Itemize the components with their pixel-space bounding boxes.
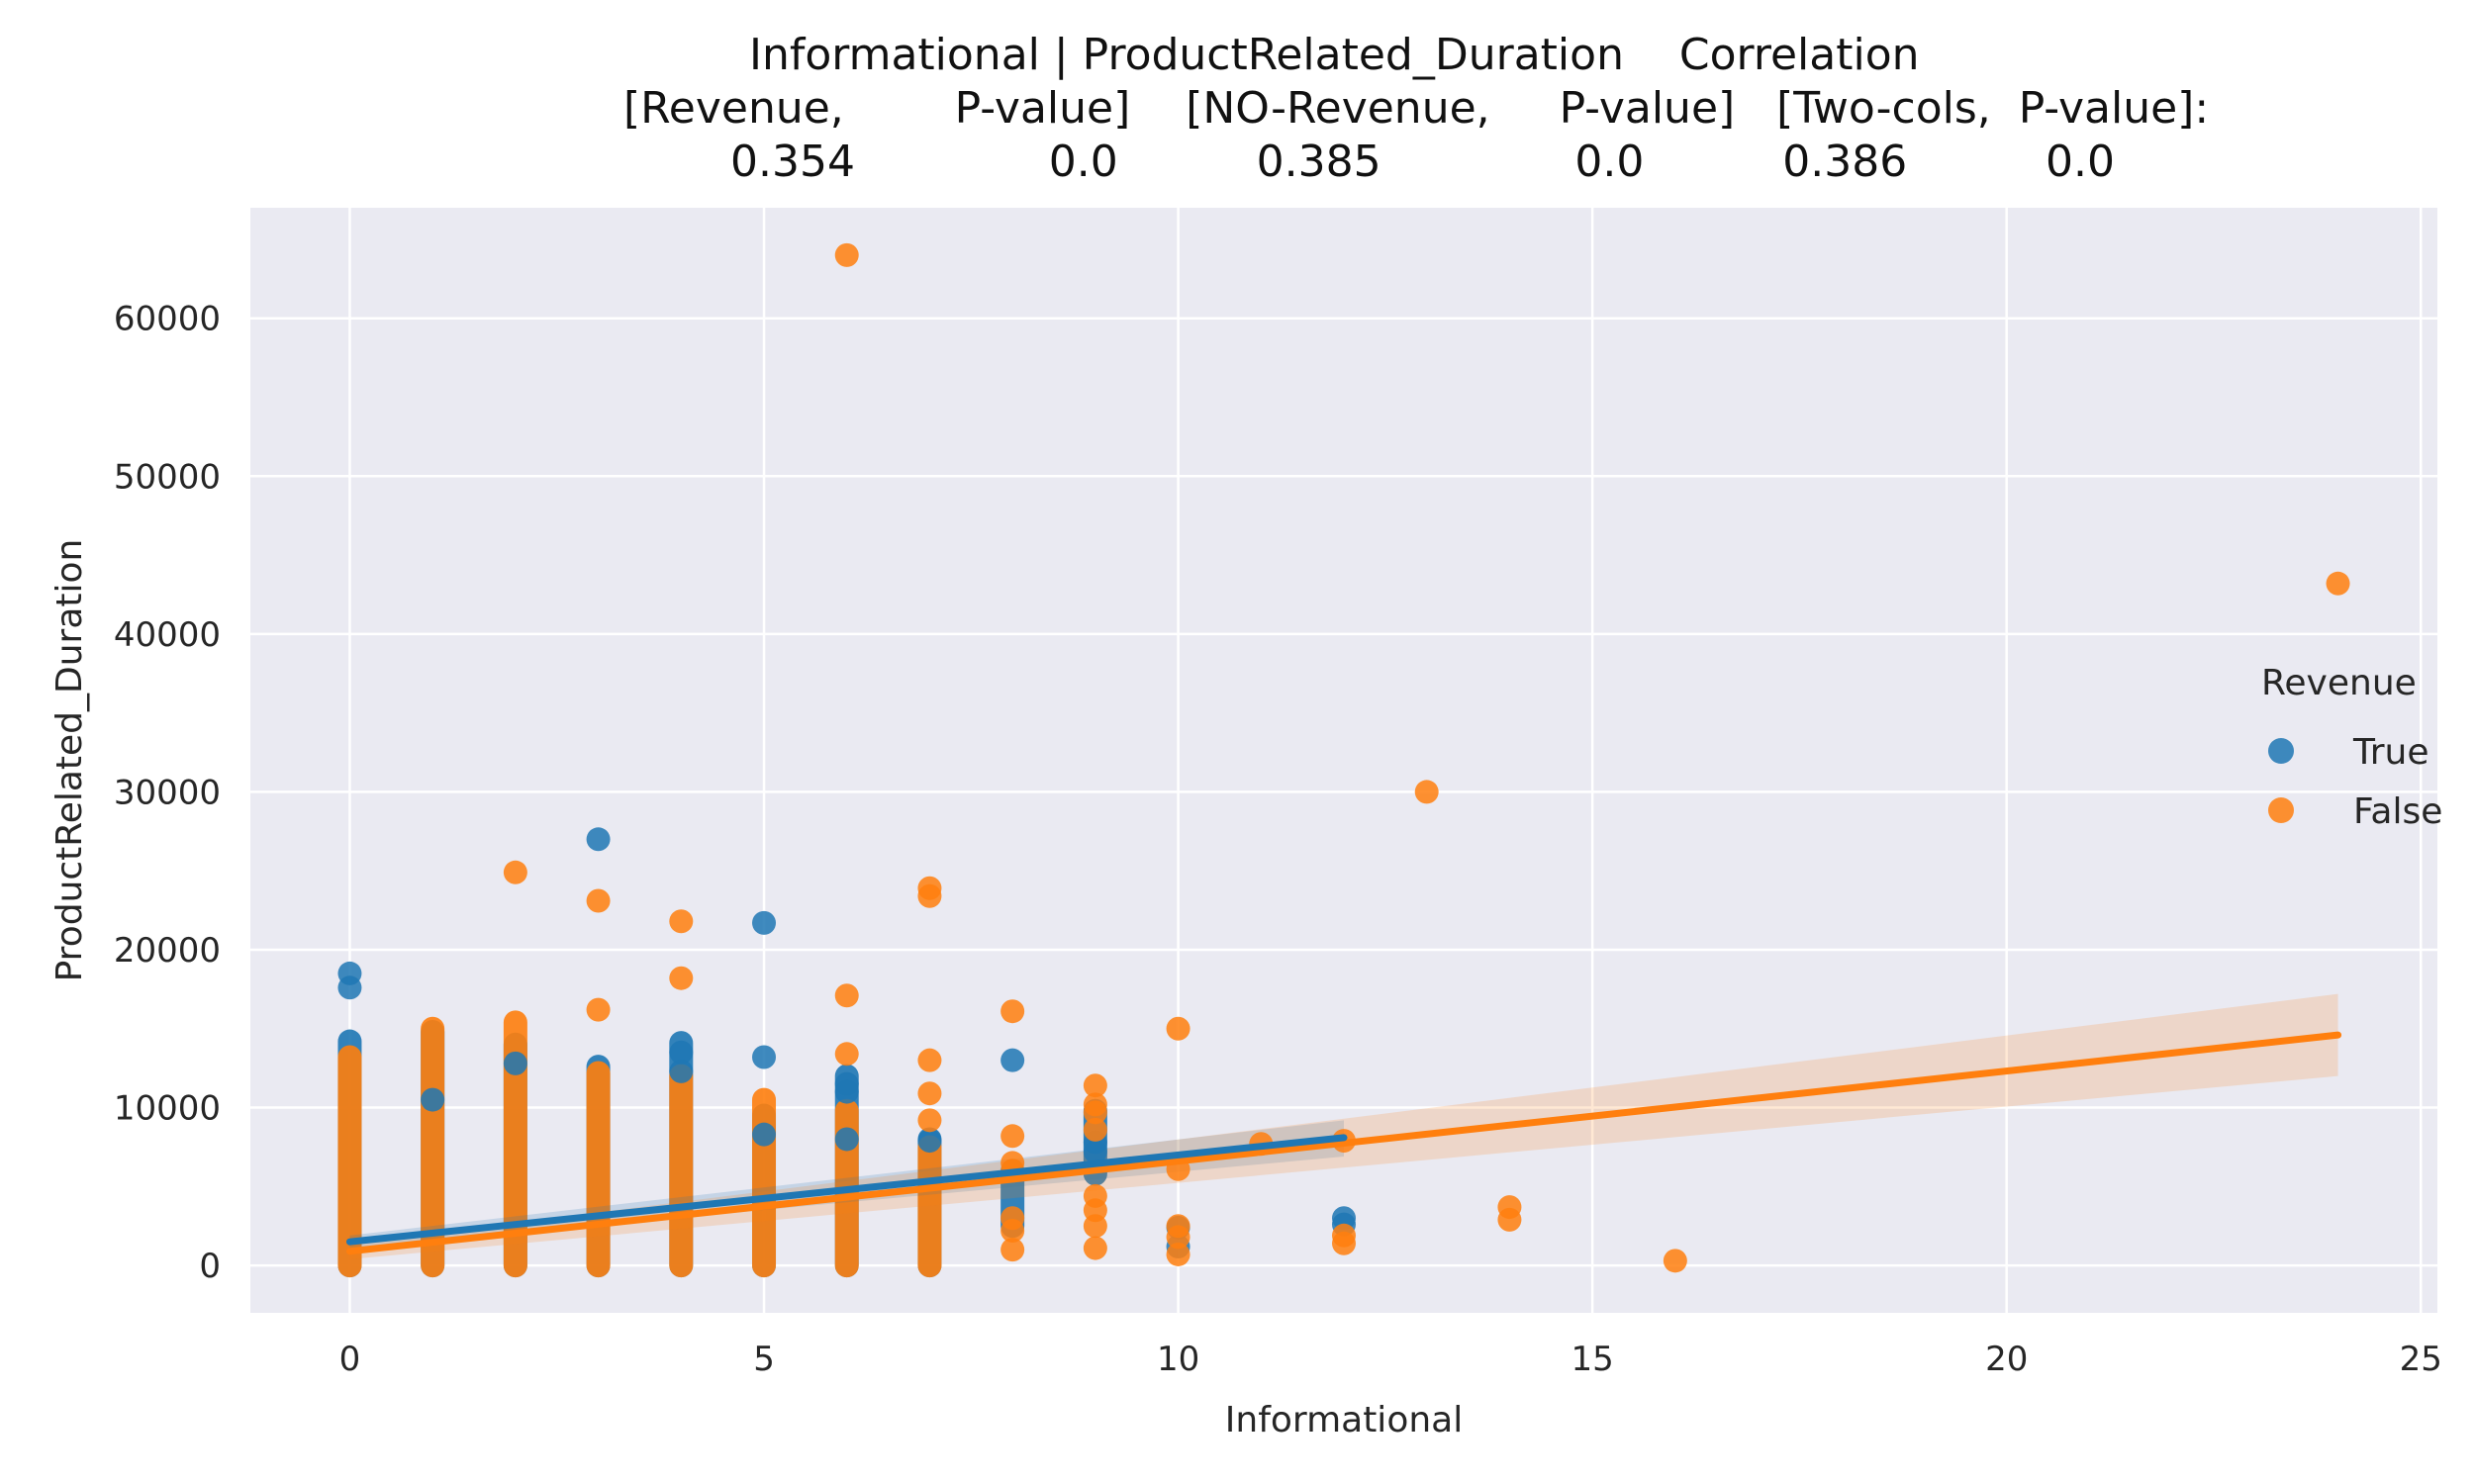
data-point-false	[1000, 999, 1025, 1024]
data-points	[337, 242, 2350, 1273]
x-tick-label: 20	[1985, 1340, 2028, 1379]
data-point-false	[834, 1042, 859, 1067]
data-point-false	[1663, 1249, 1687, 1273]
data-point-false	[586, 888, 611, 913]
title-line-3: 0.354 0.0 0.385 0.0 0.386 0.0	[730, 137, 2116, 187]
data-point-false	[1497, 1207, 1522, 1232]
legend-marker-true	[2268, 738, 2294, 764]
legend-marker-false	[2268, 797, 2294, 823]
x-tick-label: 15	[1571, 1340, 1614, 1379]
tick-labels: 0 5 10 15 20 25 0 10000 20000 30000 40000 50000 6000…	[114, 300, 2442, 1379]
data-point-true	[337, 975, 362, 1000]
data-point-false	[669, 966, 694, 990]
x-tick-label: 10	[1157, 1340, 1199, 1379]
x-axis-label: Informational	[1225, 1400, 1463, 1440]
data-point-false	[917, 1048, 942, 1072]
data-point-true	[834, 1127, 859, 1152]
data-point-false	[917, 1108, 942, 1133]
data-point-false	[1332, 1231, 1356, 1255]
data-point-false	[1166, 1016, 1190, 1041]
y-tick-label: 10000	[114, 1089, 221, 1129]
regression-line-false	[345, 1031, 2342, 1255]
data-point-true	[917, 1129, 942, 1154]
legend-label-true: True	[2352, 732, 2428, 773]
y-tick-label: 0	[199, 1247, 221, 1286]
data-point-false	[1083, 1236, 1107, 1260]
data-point-true	[586, 827, 611, 852]
data-point-true	[834, 1079, 859, 1104]
y-tick-label: 20000	[114, 931, 221, 971]
data-point-false	[1083, 1100, 1107, 1125]
y-tick-label: 60000	[114, 300, 221, 339]
data-point-true	[1000, 1048, 1025, 1072]
x-tick-label: 25	[2400, 1340, 2442, 1379]
x-tick-label: 5	[753, 1340, 775, 1379]
data-point-false	[834, 983, 859, 1008]
data-point-false	[1166, 1225, 1190, 1250]
y-tick-label: 50000	[114, 457, 221, 497]
data-point-false	[917, 1081, 942, 1106]
data-point-false	[1166, 1242, 1190, 1266]
data-point-false	[834, 242, 859, 267]
data-point-false	[917, 883, 942, 908]
data-point-false	[2326, 571, 2350, 596]
y-tick-label: 40000	[114, 615, 221, 655]
x-tick-label: 0	[339, 1340, 361, 1379]
regression-lines	[345, 1031, 2342, 1255]
plot-area	[250, 208, 2437, 1313]
y-tick-label: 30000	[114, 773, 221, 812]
data-point-true	[669, 1040, 694, 1065]
data-point-false	[1083, 1117, 1107, 1142]
y-axis-label: ProductRelated_Duration	[49, 539, 90, 982]
data-point-true	[1083, 1140, 1107, 1164]
data-point-true	[503, 1051, 527, 1075]
chart-title: Informational | ProductRelated_Duration …	[0, 30, 2475, 198]
data-point-false	[1000, 1124, 1025, 1149]
data-point-true	[669, 1059, 694, 1083]
data-point-false	[586, 997, 611, 1022]
data-point-false	[1083, 1073, 1107, 1098]
data-point-true	[421, 1087, 445, 1112]
title-line-2: [Revenue, P-value] [NO-Revenue, P-value]…	[623, 83, 2210, 134]
data-point-false	[1414, 780, 1439, 804]
title-line-1: Informational | ProductRelated_Duration …	[749, 30, 1920, 80]
regression-line-true	[345, 1134, 1348, 1246]
data-point-true	[752, 1045, 777, 1069]
data-point-false	[669, 909, 694, 934]
legend-title: Revenue	[2261, 663, 2417, 703]
data-point-false	[1083, 1214, 1107, 1239]
data-point-false	[1000, 1219, 1025, 1244]
data-point-false	[503, 860, 527, 884]
legend: Revenue True False	[2261, 663, 2442, 832]
data-point-true	[752, 1122, 777, 1147]
data-point-true	[752, 910, 777, 935]
legend-label-false: False	[2353, 791, 2442, 832]
data-point-false	[1000, 1238, 1025, 1262]
